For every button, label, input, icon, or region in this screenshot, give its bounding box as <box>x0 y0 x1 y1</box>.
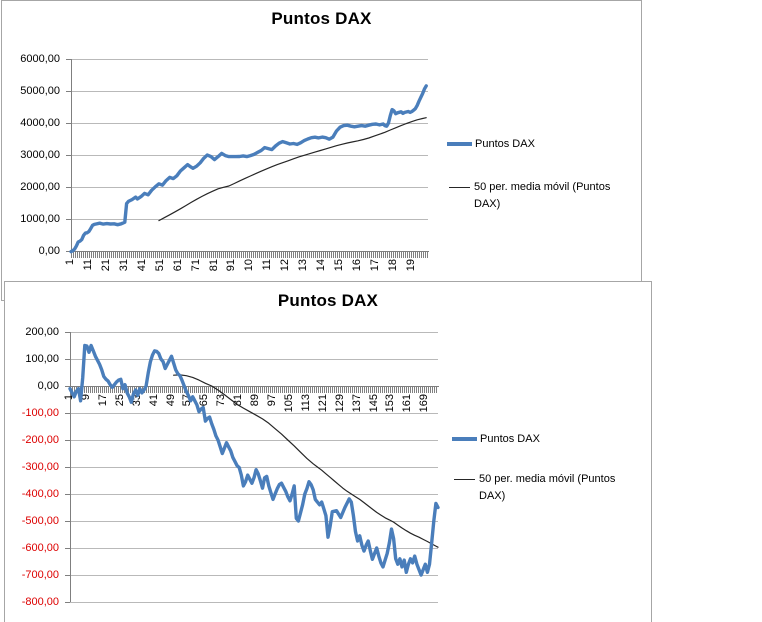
y-axis-tick <box>66 91 71 92</box>
y-axis-label: -100,00 <box>21 407 59 419</box>
y-axis-tick <box>66 155 71 156</box>
y-axis-tick <box>66 219 71 220</box>
y-axis-label: 3000,00 <box>20 149 60 161</box>
y-axis-tick <box>65 548 70 549</box>
y-axis-tick <box>65 440 70 441</box>
y-axis-line <box>71 59 72 251</box>
y-axis-tick <box>65 413 70 414</box>
y-axis-tick <box>65 521 70 522</box>
gridline <box>71 91 428 92</box>
y-axis-label: 0,00 <box>38 245 60 257</box>
gridline <box>70 467 438 468</box>
gridline <box>71 187 428 188</box>
y-axis-tick <box>66 123 71 124</box>
gridline <box>70 548 438 549</box>
plot-area: 6000,00 5000,00 4000,00 3000,00 2000,00 1000,… <box>2 1 641 300</box>
x-axis-line <box>70 386 439 387</box>
gridline <box>70 521 438 522</box>
plot-area: 200,00 100,00 0,00 -100,00 -200,00 -300,00 -40… <box>5 282 651 622</box>
series-line-media-movil[interactable] <box>173 374 439 548</box>
y-axis-line <box>70 332 71 602</box>
legend-label: Puntos DAX <box>475 138 535 150</box>
y-axis-tick <box>66 59 71 60</box>
moving-average-line-swatch <box>449 187 470 188</box>
bottom-chart-puntos-dax[interactable]: Puntos DAX 200,00 100,00 0,00 -100,00 -200,0… <box>4 281 652 622</box>
gridline <box>70 494 438 495</box>
gridline <box>70 602 438 603</box>
y-axis-label: -700,00 <box>21 569 59 581</box>
y-axis-label: -600,00 <box>21 542 59 554</box>
series-line-media-movil[interactable] <box>158 117 427 222</box>
chart-title: Puntos DAX <box>271 9 372 28</box>
top-chart-puntos-dax[interactable]: Puntos DAX 6000,00 5000,00 4000,00 3000,00 2… <box>1 0 642 301</box>
y-axis-tick <box>65 494 70 495</box>
moving-average-line-swatch <box>454 479 475 480</box>
gridline <box>71 123 428 124</box>
y-axis-tick <box>65 467 70 468</box>
gridline <box>71 59 428 60</box>
legend-label: Puntos DAX <box>480 433 540 445</box>
series-line-puntos-dax[interactable] <box>68 343 440 577</box>
gridline <box>70 332 438 333</box>
y-axis-tick <box>65 575 70 576</box>
x-axis-tick-comb <box>71 252 428 258</box>
y-axis-label: 2000,00 <box>20 181 60 193</box>
series-line-puntos-dax[interactable] <box>69 84 428 254</box>
gridline <box>71 219 428 220</box>
legend-label: 50 per. media móvil (Puntos DAX) <box>479 473 616 502</box>
y-axis-label: -800,00 <box>21 596 59 608</box>
y-axis-tick <box>65 359 70 360</box>
y-axis-label: -300,00 <box>21 461 59 473</box>
y-axis-tick <box>65 332 70 333</box>
y-axis-label: 100,00 <box>25 353 59 365</box>
gridline <box>70 440 438 441</box>
series-plot[interactable] <box>5 282 651 622</box>
legend-entry-puntos-dax[interactable]: Puntos DAX <box>452 431 647 448</box>
y-axis-tick <box>65 602 70 603</box>
gridline <box>70 575 438 576</box>
legend-entry-media-movil[interactable]: 50 per. media móvil (Puntos DAX) <box>449 179 644 212</box>
y-axis-label: 4000,00 <box>20 117 60 129</box>
x-axis-tick-comb <box>70 387 438 393</box>
y-axis-label: 1000,00 <box>20 213 60 225</box>
y-axis-label: -400,00 <box>21 488 59 500</box>
legend-entry-puntos-dax[interactable]: Puntos DAX <box>447 136 642 153</box>
series-line-swatch <box>452 437 477 441</box>
legend-label: 50 per. media móvil (Puntos DAX) <box>474 181 611 210</box>
series-line-swatch <box>447 142 472 146</box>
chart-title: Puntos DAX <box>277 291 379 310</box>
y-axis-label: -500,00 <box>21 515 59 527</box>
y-axis-label: 5000,00 <box>20 85 60 97</box>
y-axis-tick <box>65 386 70 387</box>
legend-entry-media-movil[interactable]: 50 per. media móvil (Puntos DAX) <box>454 471 649 504</box>
gridline <box>70 359 438 360</box>
y-axis-label: 200,00 <box>25 326 59 338</box>
y-axis-label: -200,00 <box>21 434 59 446</box>
y-axis-tick <box>66 187 71 188</box>
y-axis-label: 0,00 <box>37 380 59 392</box>
x-axis-line <box>71 251 429 252</box>
y-axis-label: 6000,00 <box>20 53 60 65</box>
y-axis-tick <box>66 251 71 252</box>
series-plot[interactable] <box>2 1 641 300</box>
